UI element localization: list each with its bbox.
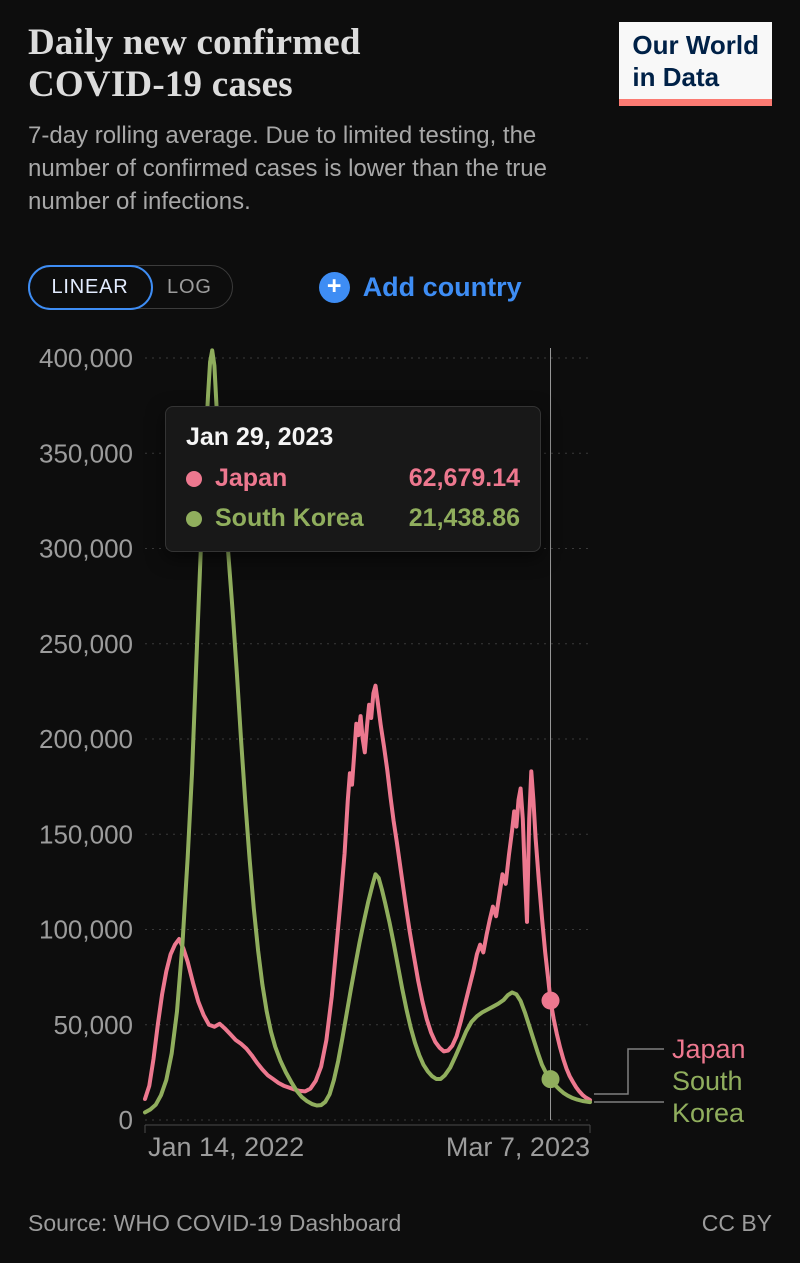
y-tick-label: 50,000 <box>53 1010 133 1040</box>
chart-subtitle: 7-day rolling average. Due to limited te… <box>28 122 547 216</box>
tooltip-row-japan: Japan 62,679.14 <box>186 464 520 493</box>
y-tick-label: 300,000 <box>39 534 133 564</box>
tooltip-date: Jan 29, 2023 <box>186 423 334 451</box>
japan-dot-icon <box>186 470 202 487</box>
series-label-south-korea[interactable]: South Korea <box>672 1066 745 1128</box>
header: Daily new confirmed COVID-19 cases Our W… <box>0 0 800 107</box>
x-axis-label-start: Jan 14, 2022 <box>148 1132 305 1162</box>
tooltip-label-japan: Japan <box>215 464 288 492</box>
page-title: Daily new confirmed COVID-19 cases <box>28 22 361 106</box>
owid-logo[interactable]: Our World in Data <box>619 22 772 107</box>
y-tick-label: 350,000 <box>39 438 133 468</box>
line-chart-svg: 0 50,000 100,000 150,000 200,000 250,000 300,0… <box>39 343 664 1135</box>
axis-group <box>144 1124 591 1133</box>
tooltip-value-japan: 62,679.14 <box>408 464 520 492</box>
series-line-japan[interactable] <box>143 683 592 1102</box>
y-tick-label: 0 <box>119 1105 133 1135</box>
add-country-button[interactable]: + Add country <box>318 271 522 303</box>
linear-scale-button[interactable]: LINEAR <box>27 264 153 310</box>
tooltip-label-south-korea: South Korea <box>215 504 364 532</box>
controls-row: LINEAR LOG + Add country <box>27 264 800 310</box>
y-tick-label: 200,000 <box>39 724 133 754</box>
page-title-line1: Daily new confirmed <box>28 22 361 63</box>
series-line-south-korea[interactable] <box>143 348 592 1115</box>
y-tick-label: 250,000 <box>39 629 133 659</box>
chart-area[interactable]: 0 50,000 100,000 150,000 200,000 250,000 300,0… <box>0 330 800 1170</box>
y-tick-label: 100,000 <box>39 915 133 945</box>
y-tick-label: 400,000 <box>39 343 133 373</box>
gridlines-group: 0 50,000 100,000 150,000 200,000 250,000 300,0… <box>39 343 590 1135</box>
tooltip-value-south-korea: 21,438.86 <box>408 504 520 532</box>
plus-icon: + <box>318 271 350 303</box>
hover-point-japan <box>541 991 560 1010</box>
y-tick-label: 150,000 <box>39 819 133 849</box>
owid-logo-line1: Our World <box>632 30 759 60</box>
footer: Source: WHO COVID-19 Dashboard CC BY <box>28 1210 772 1237</box>
series-group <box>143 348 592 1115</box>
hover-point-south-korea <box>541 1070 560 1089</box>
page-title-line2: COVID-19 cases <box>28 63 293 105</box>
south-korea-dot-icon <box>186 510 202 527</box>
series-label-japan[interactable]: Japan <box>672 1034 746 1064</box>
japan-label-connector <box>594 1048 664 1095</box>
x-axis-label-end: Mar 7, 2023 <box>445 1132 590 1162</box>
license-badge[interactable]: CC BY <box>701 1210 772 1236</box>
add-country-label: Add country <box>362 271 522 302</box>
tooltip: Jan 29, 2023 Japan 62,679.14 South Korea… <box>165 406 541 552</box>
log-scale-button[interactable]: LOG <box>151 266 232 308</box>
scale-toggle: LINEAR LOG <box>27 264 233 310</box>
source-note: Source: WHO COVID-19 Dashboard <box>28 1210 402 1236</box>
tooltip-row-south-korea: South Korea 21,438.86 <box>186 504 520 533</box>
owid-logo-line2: in Data <box>632 61 720 92</box>
